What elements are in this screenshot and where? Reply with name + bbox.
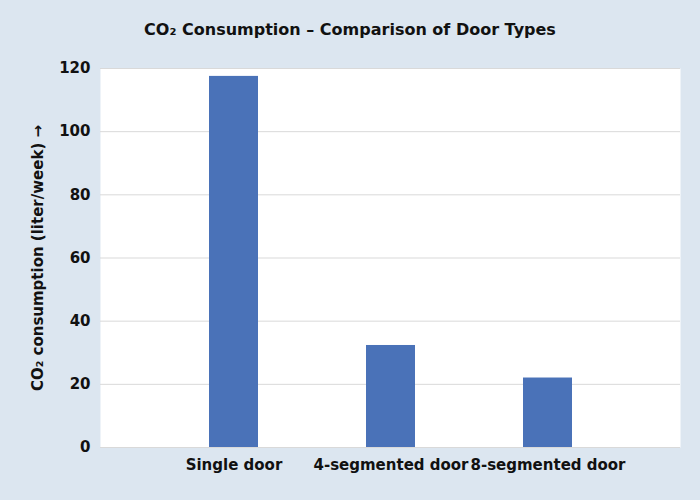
svg-text:120: 120 [59,59,90,77]
svg-text:20: 20 [70,375,91,393]
svg-text:CO₂ consumption (liter/week) →: CO₂ consumption (liter/week) → [29,125,47,391]
svg-text:100: 100 [59,122,90,140]
svg-text:60: 60 [70,249,91,267]
svg-text:40: 40 [70,312,91,330]
svg-text:Single door: Single door [186,456,283,474]
svg-text:4-segmented door: 4-segmented door [313,456,469,474]
svg-text:0: 0 [80,438,90,456]
html-text:CO₂ Consumption – Comparison o: CO₂ Consumption – Comparison of Door Typ… [144,20,556,39]
svg-text:80: 80 [70,186,91,204]
svg-text:8-segmented door: 8-segmented door [470,456,626,474]
